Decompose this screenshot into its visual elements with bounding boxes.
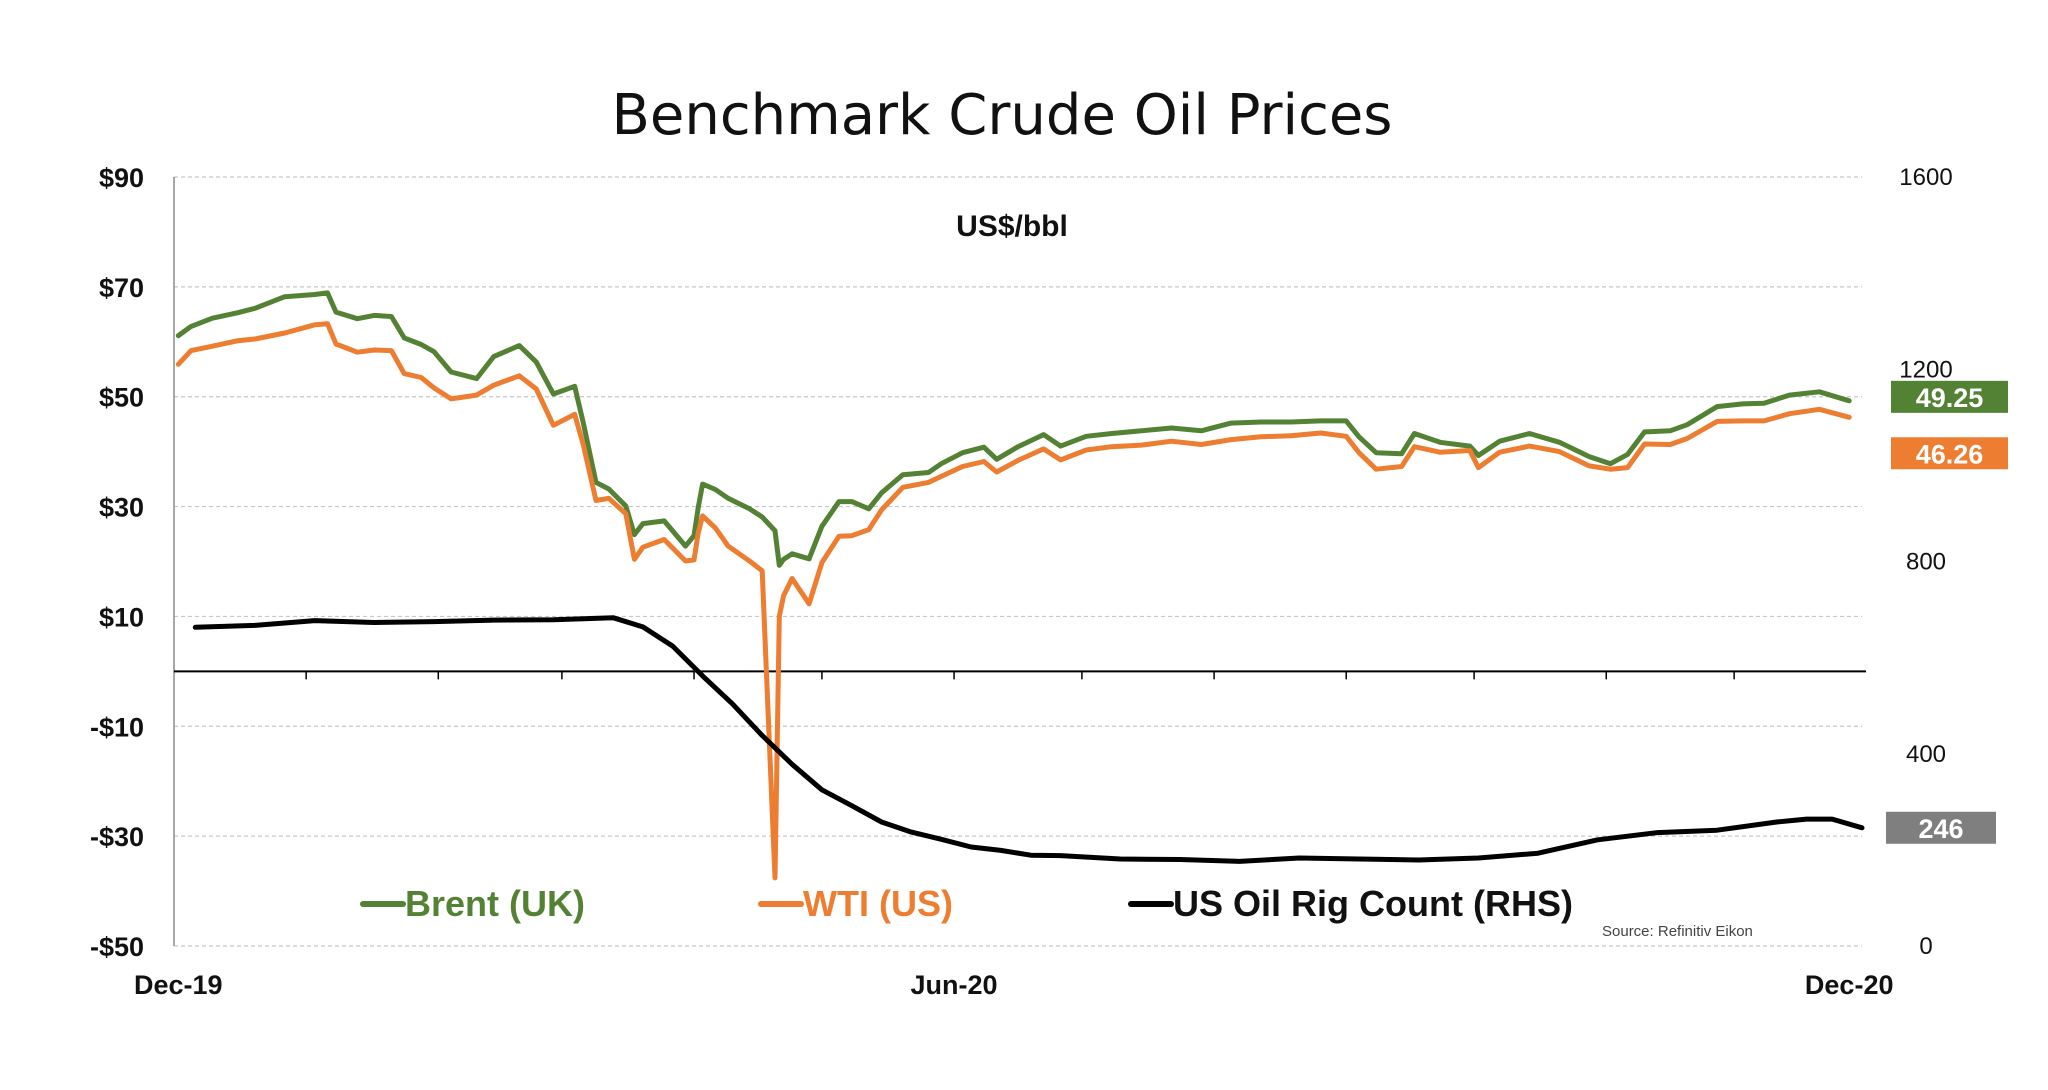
- brent-line: [175, 290, 1852, 568]
- end-label-value: 49.25: [1916, 383, 1984, 413]
- y-right-tick-label: 0: [1919, 933, 1932, 960]
- axes: $90 $70 $50 $30 $10 -$10 -$30 -$50 1600 1200 800 40…: [90, 163, 1953, 1000]
- series-lines: [175, 290, 1865, 881]
- end-label-box: [1886, 811, 1996, 844]
- y-right-tick-label: 800: [1906, 549, 1946, 576]
- end-label-value: 246: [1918, 814, 1963, 844]
- end-label-value: 46.26: [1916, 439, 1984, 469]
- end-label-box: [1891, 380, 2008, 413]
- unit-label: US$/bbl: [956, 210, 1068, 243]
- x-tick-label: Dec-20: [1805, 970, 1894, 1000]
- legend: Brent (UK) WTI (US) US Oil Rig Count (RHS): [360, 883, 1573, 924]
- rig-count-line: [192, 615, 1865, 864]
- y-right-tick-label: 1200: [1899, 356, 1952, 383]
- source-note: Source: Refinitiv Eikon: [1602, 923, 1753, 940]
- gridlines: [174, 176, 1862, 947]
- legend-label: US Oil Rig Count (RHS): [1173, 883, 1573, 924]
- wti-line: [175, 321, 1852, 881]
- chart-title: Benchmark Crude Oil Prices: [612, 83, 1393, 148]
- legend-label: Brent (UK): [405, 883, 585, 924]
- y-left-tick-label: $70: [99, 273, 144, 303]
- y-left-tick-label: $90: [99, 163, 144, 193]
- y-right-tick-label: 1600: [1899, 164, 1952, 191]
- y-right-tick-label: 400: [1906, 741, 1946, 768]
- y-left-tick-label: -$50: [90, 932, 144, 962]
- end-label-box: [1891, 437, 2008, 470]
- y-left-tick-label: $50: [99, 383, 144, 413]
- end-labels: 49.25 46.26 246: [1886, 380, 2008, 844]
- y-left-tick-label: $10: [99, 602, 144, 632]
- y-left-tick-label: -$10: [90, 712, 144, 742]
- x-tick-label: Dec-19: [134, 970, 223, 1000]
- y-left-tick-label: $30: [99, 493, 144, 523]
- legend-label: WTI (US): [803, 883, 953, 924]
- x-tick-label: Jun-20: [911, 970, 998, 1000]
- y-left-tick-label: -$30: [90, 822, 144, 852]
